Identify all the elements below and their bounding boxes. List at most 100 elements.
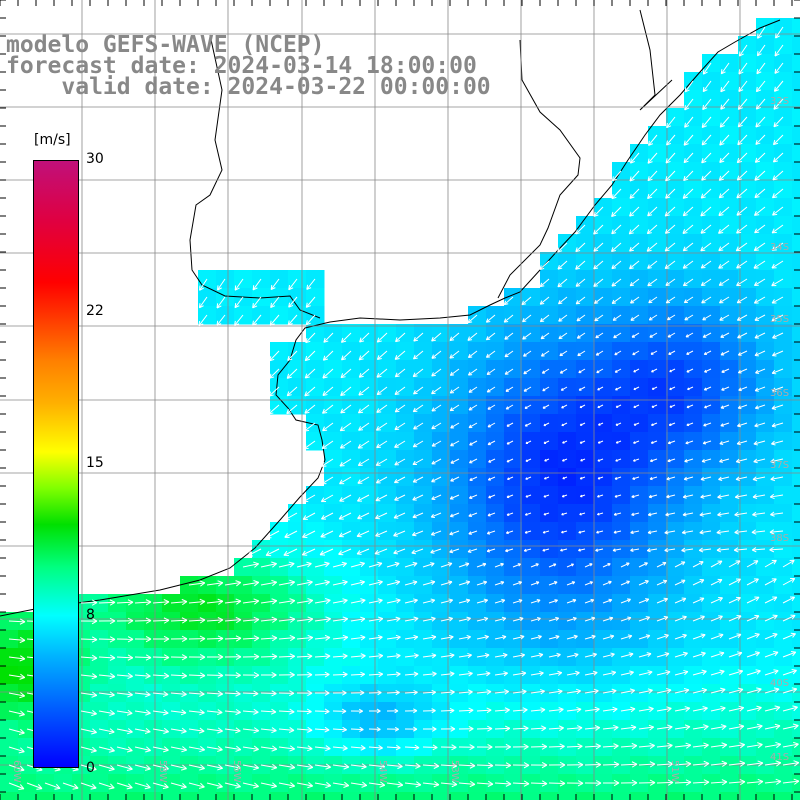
wind-speed-cell <box>486 468 505 487</box>
wind-speed-colorbar <box>33 160 79 768</box>
wind-speed-cell <box>396 396 415 415</box>
wind-arrow <box>579 440 586 444</box>
wind-speed-cell <box>612 378 631 397</box>
wind-speed-cell <box>558 306 577 325</box>
wind-arrow <box>412 404 424 413</box>
wind-speed-cell <box>540 342 559 361</box>
wind-arrow <box>764 633 778 640</box>
wind-arrow <box>651 368 658 373</box>
wind-arrow <box>764 596 778 604</box>
wind-arrow <box>234 314 244 327</box>
wind-arrow <box>746 651 760 658</box>
wind-speed-cell <box>666 414 685 433</box>
wind-speed-cell <box>54 792 73 800</box>
wind-speed-cell <box>396 360 415 379</box>
wind-arrow <box>647 512 658 517</box>
wind-arrow <box>314 726 330 733</box>
wind-speed-cell <box>720 288 739 307</box>
wind-speed-cell <box>576 288 595 307</box>
wind-arrow <box>512 634 525 640</box>
wind-arrow <box>188 764 205 771</box>
wind-arrow <box>720 332 730 338</box>
wind-arrow <box>602 562 611 568</box>
wind-speed-cell <box>756 396 775 415</box>
wind-arrow <box>701 134 712 146</box>
wind-speed-cell <box>774 360 793 379</box>
wind-speed-cell <box>576 360 595 379</box>
wind-speed-cell <box>18 792 37 800</box>
wind-arrow <box>487 422 496 428</box>
wind-speed-cell <box>576 432 595 451</box>
wind-arrow <box>341 350 352 361</box>
wind-arrow <box>738 44 748 57</box>
wind-arrow <box>734 494 748 499</box>
wind-arrow <box>303 422 316 432</box>
wind-speed-cell <box>594 378 613 397</box>
wind-arrow <box>754 386 766 392</box>
wind-speed-cell <box>792 378 800 397</box>
wind-arrow <box>561 422 568 427</box>
wind-speed-cell <box>792 18 800 37</box>
wind-speed-cell <box>720 252 739 271</box>
wind-arrow <box>314 781 332 789</box>
wind-arrow <box>350 616 366 623</box>
wind-speed-cell <box>702 360 721 379</box>
wind-speed-cell <box>360 378 379 397</box>
wind-arrow <box>357 476 370 484</box>
wind-arrow <box>393 530 406 537</box>
wind-speed-cell <box>666 234 685 253</box>
wind-arrow <box>669 404 676 408</box>
wind-arrow <box>620 779 638 786</box>
wind-speed-cell <box>324 378 343 397</box>
wind-speed-cell <box>612 450 631 469</box>
wind-arrow <box>687 386 694 391</box>
wind-speed-cell <box>612 270 631 289</box>
wind-arrow <box>376 440 388 449</box>
wind-speed-cell <box>558 324 577 343</box>
wind-arrow <box>684 458 694 463</box>
wind-arrow <box>530 563 539 568</box>
wind-arrow <box>738 80 748 92</box>
wind-arrow <box>595 548 604 552</box>
wind-arrow <box>314 745 331 752</box>
wind-speed-cell <box>666 432 685 451</box>
wind-arrow <box>404 580 418 586</box>
wind-speed-cell <box>594 522 613 541</box>
wind-arrow <box>98 746 115 753</box>
wind-speed-cell <box>612 252 631 271</box>
wind-arrow <box>358 386 370 396</box>
wind-speed-cell <box>792 342 800 361</box>
wind-arrow <box>356 548 370 555</box>
wind-arrow <box>674 687 690 694</box>
wind-speed-cell <box>486 522 505 541</box>
wind-arrow <box>734 529 748 535</box>
wind-speed-cell <box>450 432 469 451</box>
wind-arrow <box>692 779 710 786</box>
model-title: modelo GEFS-WAVE (NCEP) <box>6 32 325 58</box>
wind-arrow <box>224 727 241 734</box>
wind-arrow <box>683 152 694 164</box>
wind-arrow <box>486 386 496 393</box>
wind-arrow <box>260 763 278 771</box>
wind-arrow <box>467 548 478 553</box>
wind-speed-cell <box>612 540 631 559</box>
wind-speed-cell <box>378 792 397 800</box>
wind-speed-cell <box>684 486 703 505</box>
wind-arrow <box>296 690 313 697</box>
wind-arrow <box>374 548 388 555</box>
wind-arrow <box>782 559 795 568</box>
wind-arrow <box>170 764 187 771</box>
wind-arrow <box>170 727 187 734</box>
wind-arrow <box>468 386 478 393</box>
wind-speed-cell <box>504 414 523 433</box>
wind-speed-cell <box>792 684 800 703</box>
wind-speed-cell <box>558 414 577 433</box>
wind-speed-cell <box>612 306 631 325</box>
wind-arrow <box>548 743 565 750</box>
wind-speed-cell <box>630 540 649 559</box>
wind-arrow <box>772 206 784 216</box>
wind-arrow <box>638 580 649 586</box>
wind-arrow <box>685 332 694 338</box>
wind-arrow <box>721 368 730 373</box>
